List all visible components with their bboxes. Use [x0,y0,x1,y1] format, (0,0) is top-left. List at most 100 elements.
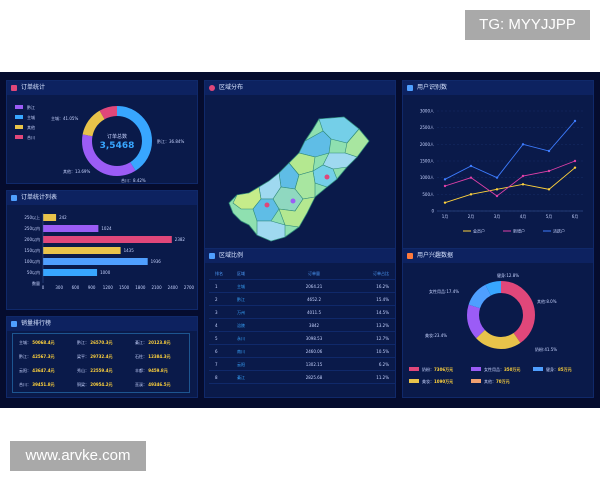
rank-region: 綦江： [135,340,149,345]
table-cell: 云阳 [237,362,245,367]
x-tick-label: 900 [88,285,96,290]
table-cell: 1302.15 [305,362,323,367]
bar-value-label: 1024 [101,226,112,231]
interest-legend: 奶粉：7306万元 女性用品：350万元 健身：85万元 美妆：1090万元 其他：70… [409,367,591,395]
rank-item: 石柱： 12384.3元 [135,354,171,360]
donut-label-hechuan: 合川：8.42% [121,178,146,183]
series-point [521,143,525,146]
series-line [444,167,576,204]
y-axis-caption: 数量 [32,280,40,286]
table-row[interactable]: 1 主城 2064.21 16.2% [209,280,395,293]
rank-item: 秀山： 22559.4元 [77,368,113,374]
table-cell: 主城 [237,284,245,289]
series-point [495,194,499,198]
table-row[interactable]: 7 云阳 1302.15 6.2% [209,358,395,371]
donut-slice [467,281,535,349]
bar-value-label: 2382 [175,237,186,242]
table-row[interactable]: 8 綦江 2825.68 11.2% [209,371,395,384]
table-cell: 13.2% [376,323,389,328]
x-tick-label: 6月 [572,214,579,219]
rank-region: 秀山： [77,368,91,373]
rank-region: 梁平： [77,354,91,359]
table-row[interactable]: 2 黔江 4652.2 15.4% [209,293,395,306]
map-region[interactable] [344,128,370,158]
rank-item: 巫溪： 49346.5元 [135,382,171,388]
map-region[interactable] [256,220,286,242]
rank-region: 黔江： [19,354,33,359]
rank-region: 铜梁： [77,382,91,387]
series-point [547,149,551,153]
rank-item: 梁平： 29732.4元 [77,354,113,360]
table-cell: 永川 [237,336,245,341]
series-point [469,193,473,196]
rank-value: 43647.4元 [32,368,55,373]
table-cell: 3 [215,310,218,315]
interest-donut-chart [467,281,535,349]
series-point [573,159,577,163]
x-tick-label: 1月 [442,214,449,219]
bar-category-label: 200以内 [24,236,40,242]
interest-legend-item: 健身：85万元 [533,367,572,373]
table-row[interactable]: 6 南川 2460.06 10.5% [209,345,395,358]
region-map-title: 区域分布 [219,84,244,91]
table-row[interactable]: 4 涪陵 3842 13.2% [209,319,395,332]
rank-region: 云阳： [19,368,33,373]
user-stats-header: 用户识别数 [403,81,593,95]
legend-value: 350万元 [504,367,521,372]
interest-legend-item: 美妆：1090万元 [409,379,453,385]
list-icon [407,85,413,91]
table-cell: 万州 [237,310,245,315]
table-row[interactable]: 5 永川 3098.53 12.7% [209,332,395,345]
x-tick-label: 300 [55,285,63,290]
user-stats-title: 用户识别数 [417,84,448,91]
table-header-row: 排名 区域 订单量 订单占比 [209,267,395,280]
map-marker[interactable] [290,198,296,204]
legend-value: 70万元 [496,379,510,384]
y-tick-label: 0 [431,209,434,214]
donut-center-value: 3,5468 [100,141,135,151]
table-cell: 4 [215,323,218,328]
x-tick-label: 2100 [151,285,162,290]
rank-value: 9459.8元 [148,368,168,373]
rank-item: 綦江： 20123.8元 [135,340,171,346]
series-point [469,164,473,168]
table-cell: 3842 [308,323,320,328]
table-body: 1 主城 2064.21 16.2% 2 黔江 4652.2 15.4% 3 万州 4011.5 14… [209,280,395,384]
legend-label: 合川 [27,135,35,140]
bar-category-label: 250以内 [24,225,40,231]
interest-legend-item: 女性用品：350万元 [471,367,520,373]
interest-label-beauty: 美妆:23.4% [425,333,448,338]
legend-value: 85万元 [558,367,572,372]
sales-rank-panel: 销量排行榜 [6,316,198,398]
list-icon [11,195,17,201]
bar [43,258,148,265]
map-marker[interactable] [324,174,330,180]
map-marker[interactable] [264,202,270,208]
legend-swatch [409,379,419,383]
legend-label: 美妆： [422,379,434,384]
table-cell: 綦江 [237,375,245,380]
table-cell: 2 [215,297,218,302]
map-region[interactable] [322,152,358,170]
interest-label-women: 女性用品:17.4% [429,289,460,294]
map-region[interactable] [278,196,316,228]
y-tick-label: 1000人 [420,175,434,180]
table-cell: 10.5% [376,349,389,354]
legend-swatch [533,367,543,371]
rank-value: 20954.2元 [90,382,113,387]
interest-label-milk: 奶粉:41.5% [535,347,558,352]
donut-slice [82,106,152,176]
legend-label: 女性用品： [484,367,504,372]
table-row[interactable]: 3 万州 4011.5 14.5% [209,306,395,319]
x-tick-label: 1200 [103,285,114,290]
table-cell: 6.2% [378,362,389,367]
x-tick-label: 0 [42,285,45,290]
legend-swatch [409,367,419,371]
table-cell: 5 [215,336,218,341]
bar [43,247,121,254]
x-tick-label: 2月 [468,214,475,219]
rank-region: 黔江： [77,340,91,345]
rank-item: 黔江： 42567.3元 [19,354,55,360]
user-interest-panel: 用户兴趣数据 健身:12.8% 女性用品:17.4% 其他:8.0% 美妆:23… [402,248,594,398]
order-stats-title: 订单统计 [21,84,46,91]
